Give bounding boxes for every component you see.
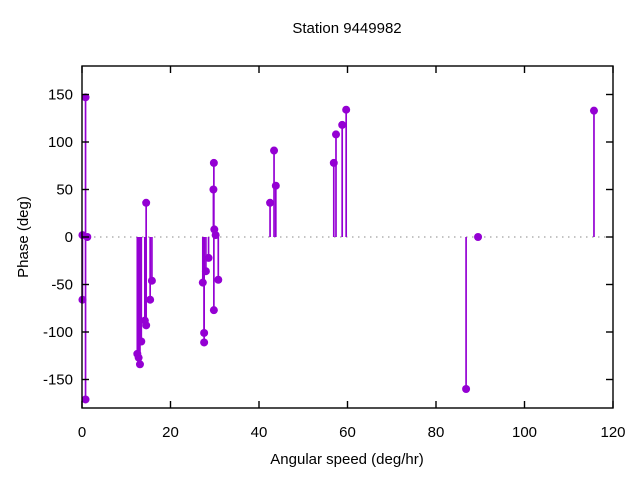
data-point	[201, 267, 210, 276]
y-tick-label: 0	[65, 229, 73, 246]
data-point	[266, 198, 275, 207]
chart-title: Station 9449982	[292, 20, 401, 37]
y-tick-label: 150	[48, 87, 73, 104]
y-axis-label: Phase (deg)	[15, 196, 32, 278]
x-tick-label: 20	[162, 424, 179, 441]
x-tick-label: 0	[78, 424, 86, 441]
data-point	[209, 185, 218, 194]
data-point	[270, 146, 279, 155]
data-point	[342, 105, 351, 114]
data-point	[134, 353, 143, 362]
data-point	[214, 275, 223, 284]
data-point	[142, 321, 151, 330]
data-point	[146, 295, 155, 304]
data-point	[198, 278, 207, 287]
plot-area: 0 20 40 60 80 100 120 -150 -100 -50 0 50 100 150	[43, 65, 626, 441]
data-point	[329, 158, 338, 167]
y-tick-label: 50	[56, 182, 73, 199]
x-tick-label: 40	[251, 424, 268, 441]
data-point	[474, 233, 483, 241]
y-tick-label: -100	[43, 324, 73, 341]
x-tick-label: 60	[339, 424, 356, 441]
data-point	[462, 385, 471, 393]
data-point	[209, 158, 218, 167]
data-point	[200, 338, 209, 347]
data-point	[81, 93, 90, 102]
x-tick-label: 100	[512, 424, 537, 441]
data-point	[204, 253, 213, 262]
data-point	[142, 198, 151, 207]
data-point	[81, 395, 90, 404]
y-tick-label: -150	[43, 372, 73, 389]
x-tick-label: 120	[600, 424, 625, 441]
data-point	[137, 337, 146, 346]
data-point	[589, 106, 598, 115]
data-point	[338, 120, 347, 129]
data-point	[331, 130, 340, 139]
y-tick-label: -50	[51, 277, 73, 294]
x-axis-label: Angular speed (deg/hr)	[270, 451, 423, 468]
y-tick-label: 100	[48, 134, 73, 151]
data-point	[271, 181, 280, 190]
data-point	[211, 231, 220, 240]
data-point	[147, 276, 156, 285]
data-point	[135, 360, 144, 369]
x-tick-label: 80	[428, 424, 445, 441]
data-point	[209, 306, 218, 315]
data-point	[200, 328, 209, 337]
